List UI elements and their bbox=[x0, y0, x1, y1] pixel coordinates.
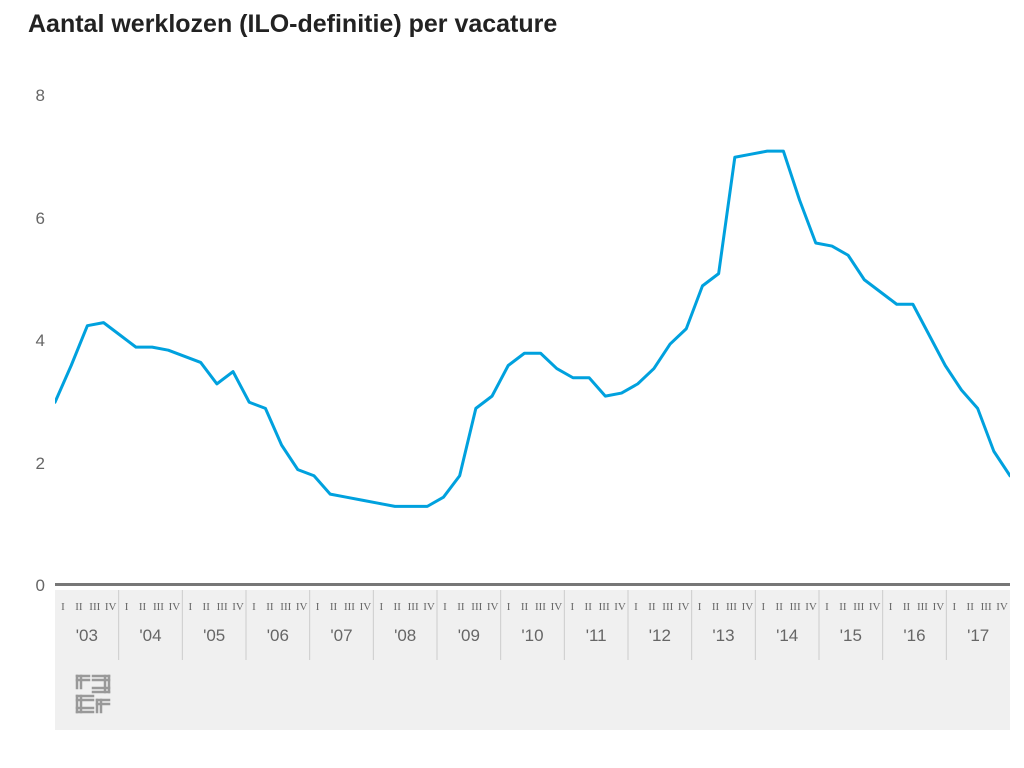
x-year-label: '11 bbox=[586, 626, 607, 646]
svg-text:III: III bbox=[981, 601, 992, 613]
svg-text:III: III bbox=[535, 601, 546, 613]
svg-text:IV: IV bbox=[169, 601, 181, 613]
svg-text:I: I bbox=[825, 601, 829, 613]
x-year-label: '05 bbox=[203, 626, 225, 646]
svg-text:IV: IV bbox=[933, 601, 945, 613]
svg-text:II: II bbox=[648, 601, 656, 613]
svg-text:I: I bbox=[125, 601, 129, 613]
svg-text:III: III bbox=[344, 601, 355, 613]
x-year-label: '09 bbox=[458, 626, 480, 646]
svg-text:IV: IV bbox=[360, 601, 372, 613]
x-year-label: '14 bbox=[776, 626, 798, 646]
svg-text:II: II bbox=[203, 601, 211, 613]
svg-text:IV: IV bbox=[232, 601, 244, 613]
svg-text:I: I bbox=[570, 601, 574, 613]
svg-text:III: III bbox=[917, 601, 928, 613]
x-year-label: '08 bbox=[394, 626, 416, 646]
svg-text:IV: IV bbox=[105, 601, 117, 613]
x-year-label: '07 bbox=[330, 626, 352, 646]
y-tick-label: 2 bbox=[15, 454, 45, 474]
y-tick-label: 4 bbox=[15, 331, 45, 351]
y-tick-label: 0 bbox=[15, 576, 45, 596]
chart-title: Aantal werklozen (ILO-definitie) per vac… bbox=[28, 10, 557, 39]
svg-text:IV: IV bbox=[423, 601, 435, 613]
x-year-label: '13 bbox=[712, 626, 734, 646]
svg-text:IV: IV bbox=[487, 601, 499, 613]
svg-text:III: III bbox=[599, 601, 610, 613]
svg-text:I: I bbox=[889, 601, 893, 613]
svg-text:III: III bbox=[726, 601, 737, 613]
svg-text:IV: IV bbox=[551, 601, 563, 613]
line-chart-svg bbox=[55, 96, 1010, 586]
svg-text:II: II bbox=[330, 601, 338, 613]
svg-text:IV: IV bbox=[742, 601, 754, 613]
svg-text:III: III bbox=[217, 601, 228, 613]
footer-band bbox=[55, 660, 1010, 730]
svg-text:I: I bbox=[188, 601, 192, 613]
x-year-label: '16 bbox=[903, 626, 925, 646]
svg-text:II: II bbox=[967, 601, 975, 613]
svg-text:I: I bbox=[443, 601, 447, 613]
cbs-logo-icon bbox=[75, 674, 123, 714]
svg-text:II: II bbox=[139, 601, 147, 613]
svg-text:II: II bbox=[521, 601, 529, 613]
svg-text:III: III bbox=[280, 601, 291, 613]
svg-text:IV: IV bbox=[614, 601, 626, 613]
x-year-label: '12 bbox=[649, 626, 671, 646]
svg-text:II: II bbox=[394, 601, 402, 613]
svg-text:I: I bbox=[507, 601, 511, 613]
svg-text:IV: IV bbox=[678, 601, 690, 613]
svg-text:II: II bbox=[585, 601, 593, 613]
svg-text:II: II bbox=[903, 601, 911, 613]
x-year-label: '10 bbox=[521, 626, 543, 646]
svg-text:III: III bbox=[153, 601, 164, 613]
x-year-label: '04 bbox=[139, 626, 161, 646]
svg-text:I: I bbox=[761, 601, 765, 613]
svg-text:I: I bbox=[952, 601, 956, 613]
y-tick-label: 6 bbox=[15, 209, 45, 229]
svg-text:II: II bbox=[75, 601, 83, 613]
svg-text:II: II bbox=[457, 601, 465, 613]
svg-text:IV: IV bbox=[805, 601, 817, 613]
svg-text:III: III bbox=[662, 601, 673, 613]
svg-text:III: III bbox=[853, 601, 864, 613]
x-axis-band: IIIIIIIVIIIIIIIVIIIIIIIVIIIIIIIVIIIIIIIV… bbox=[55, 590, 1010, 660]
svg-text:II: II bbox=[266, 601, 274, 613]
x-year-label: '03 bbox=[76, 626, 98, 646]
x-year-label: '17 bbox=[967, 626, 989, 646]
x-year-label: '06 bbox=[267, 626, 289, 646]
svg-text:III: III bbox=[790, 601, 801, 613]
chart-container: Aantal werklozen (ILO-definitie) per vac… bbox=[0, 0, 1024, 768]
svg-text:I: I bbox=[634, 601, 638, 613]
plot-area bbox=[55, 96, 1010, 586]
svg-text:IV: IV bbox=[869, 601, 881, 613]
svg-text:III: III bbox=[89, 601, 100, 613]
svg-text:I: I bbox=[316, 601, 320, 613]
svg-text:II: II bbox=[839, 601, 847, 613]
svg-text:IV: IV bbox=[996, 601, 1008, 613]
x-axis-svg: IIIIIIIVIIIIIIIVIIIIIIIVIIIIIIIVIIIIIIIV… bbox=[55, 590, 1010, 660]
svg-text:I: I bbox=[379, 601, 383, 613]
svg-text:II: II bbox=[712, 601, 720, 613]
svg-text:I: I bbox=[698, 601, 702, 613]
svg-text:IV: IV bbox=[296, 601, 308, 613]
svg-text:II: II bbox=[776, 601, 784, 613]
svg-text:III: III bbox=[408, 601, 419, 613]
svg-text:I: I bbox=[252, 601, 256, 613]
x-year-label: '15 bbox=[840, 626, 862, 646]
y-tick-label: 8 bbox=[15, 86, 45, 106]
svg-text:III: III bbox=[471, 601, 482, 613]
svg-text:I: I bbox=[61, 601, 65, 613]
